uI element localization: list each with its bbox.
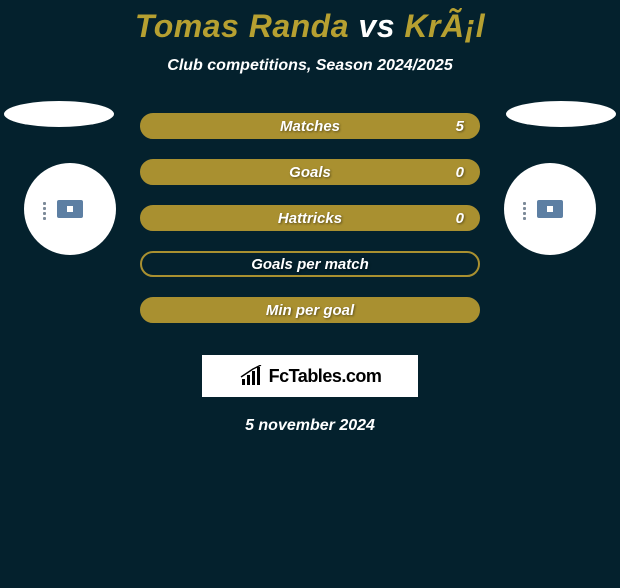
chart-icon <box>239 365 265 387</box>
title-vs: vs <box>349 8 404 44</box>
page-title: Tomas Randa vs KrÃ¡l <box>0 8 620 45</box>
brand-text: FcTables.com <box>269 366 382 387</box>
stat-label: Min per goal <box>266 302 354 319</box>
stat-row-goals-per-match: Goals per match <box>140 251 480 277</box>
subtitle: Club competitions, Season 2024/2025 <box>0 57 620 75</box>
player-right-ellipse <box>506 101 616 127</box>
stat-row-min-per-goal: Min per goal <box>140 297 480 323</box>
stat-label: Hattricks <box>278 210 342 227</box>
stat-value: 0 <box>456 164 464 181</box>
stat-label: Goals per match <box>251 256 369 273</box>
stat-row-matches: Matches 5 <box>140 113 480 139</box>
jersey-icon <box>57 200 83 218</box>
dots-icon <box>523 202 535 220</box>
player-right-avatar <box>504 163 596 255</box>
stat-value: 5 <box>456 118 464 135</box>
date: 5 november 2024 <box>0 417 620 435</box>
jersey-icon <box>537 200 563 218</box>
stat-row-goals: Goals 0 <box>140 159 480 185</box>
stat-label: Matches <box>280 118 340 135</box>
title-player1: Tomas Randa <box>135 8 349 44</box>
dots-icon <box>43 202 55 220</box>
title-player2: KrÃ¡l <box>404 8 485 44</box>
stat-row-hattricks: Hattricks 0 <box>140 205 480 231</box>
stat-value: 0 <box>456 210 464 227</box>
player-left-ellipse <box>4 101 114 127</box>
stats-area: Matches 5 Goals 0 Hattricks 0 Goals per … <box>0 113 620 435</box>
player-left-avatar <box>24 163 116 255</box>
brand-logo: FcTables.com <box>202 355 418 397</box>
stats-column: Matches 5 Goals 0 Hattricks 0 Goals per … <box>140 113 480 323</box>
stat-label: Goals <box>289 164 331 181</box>
